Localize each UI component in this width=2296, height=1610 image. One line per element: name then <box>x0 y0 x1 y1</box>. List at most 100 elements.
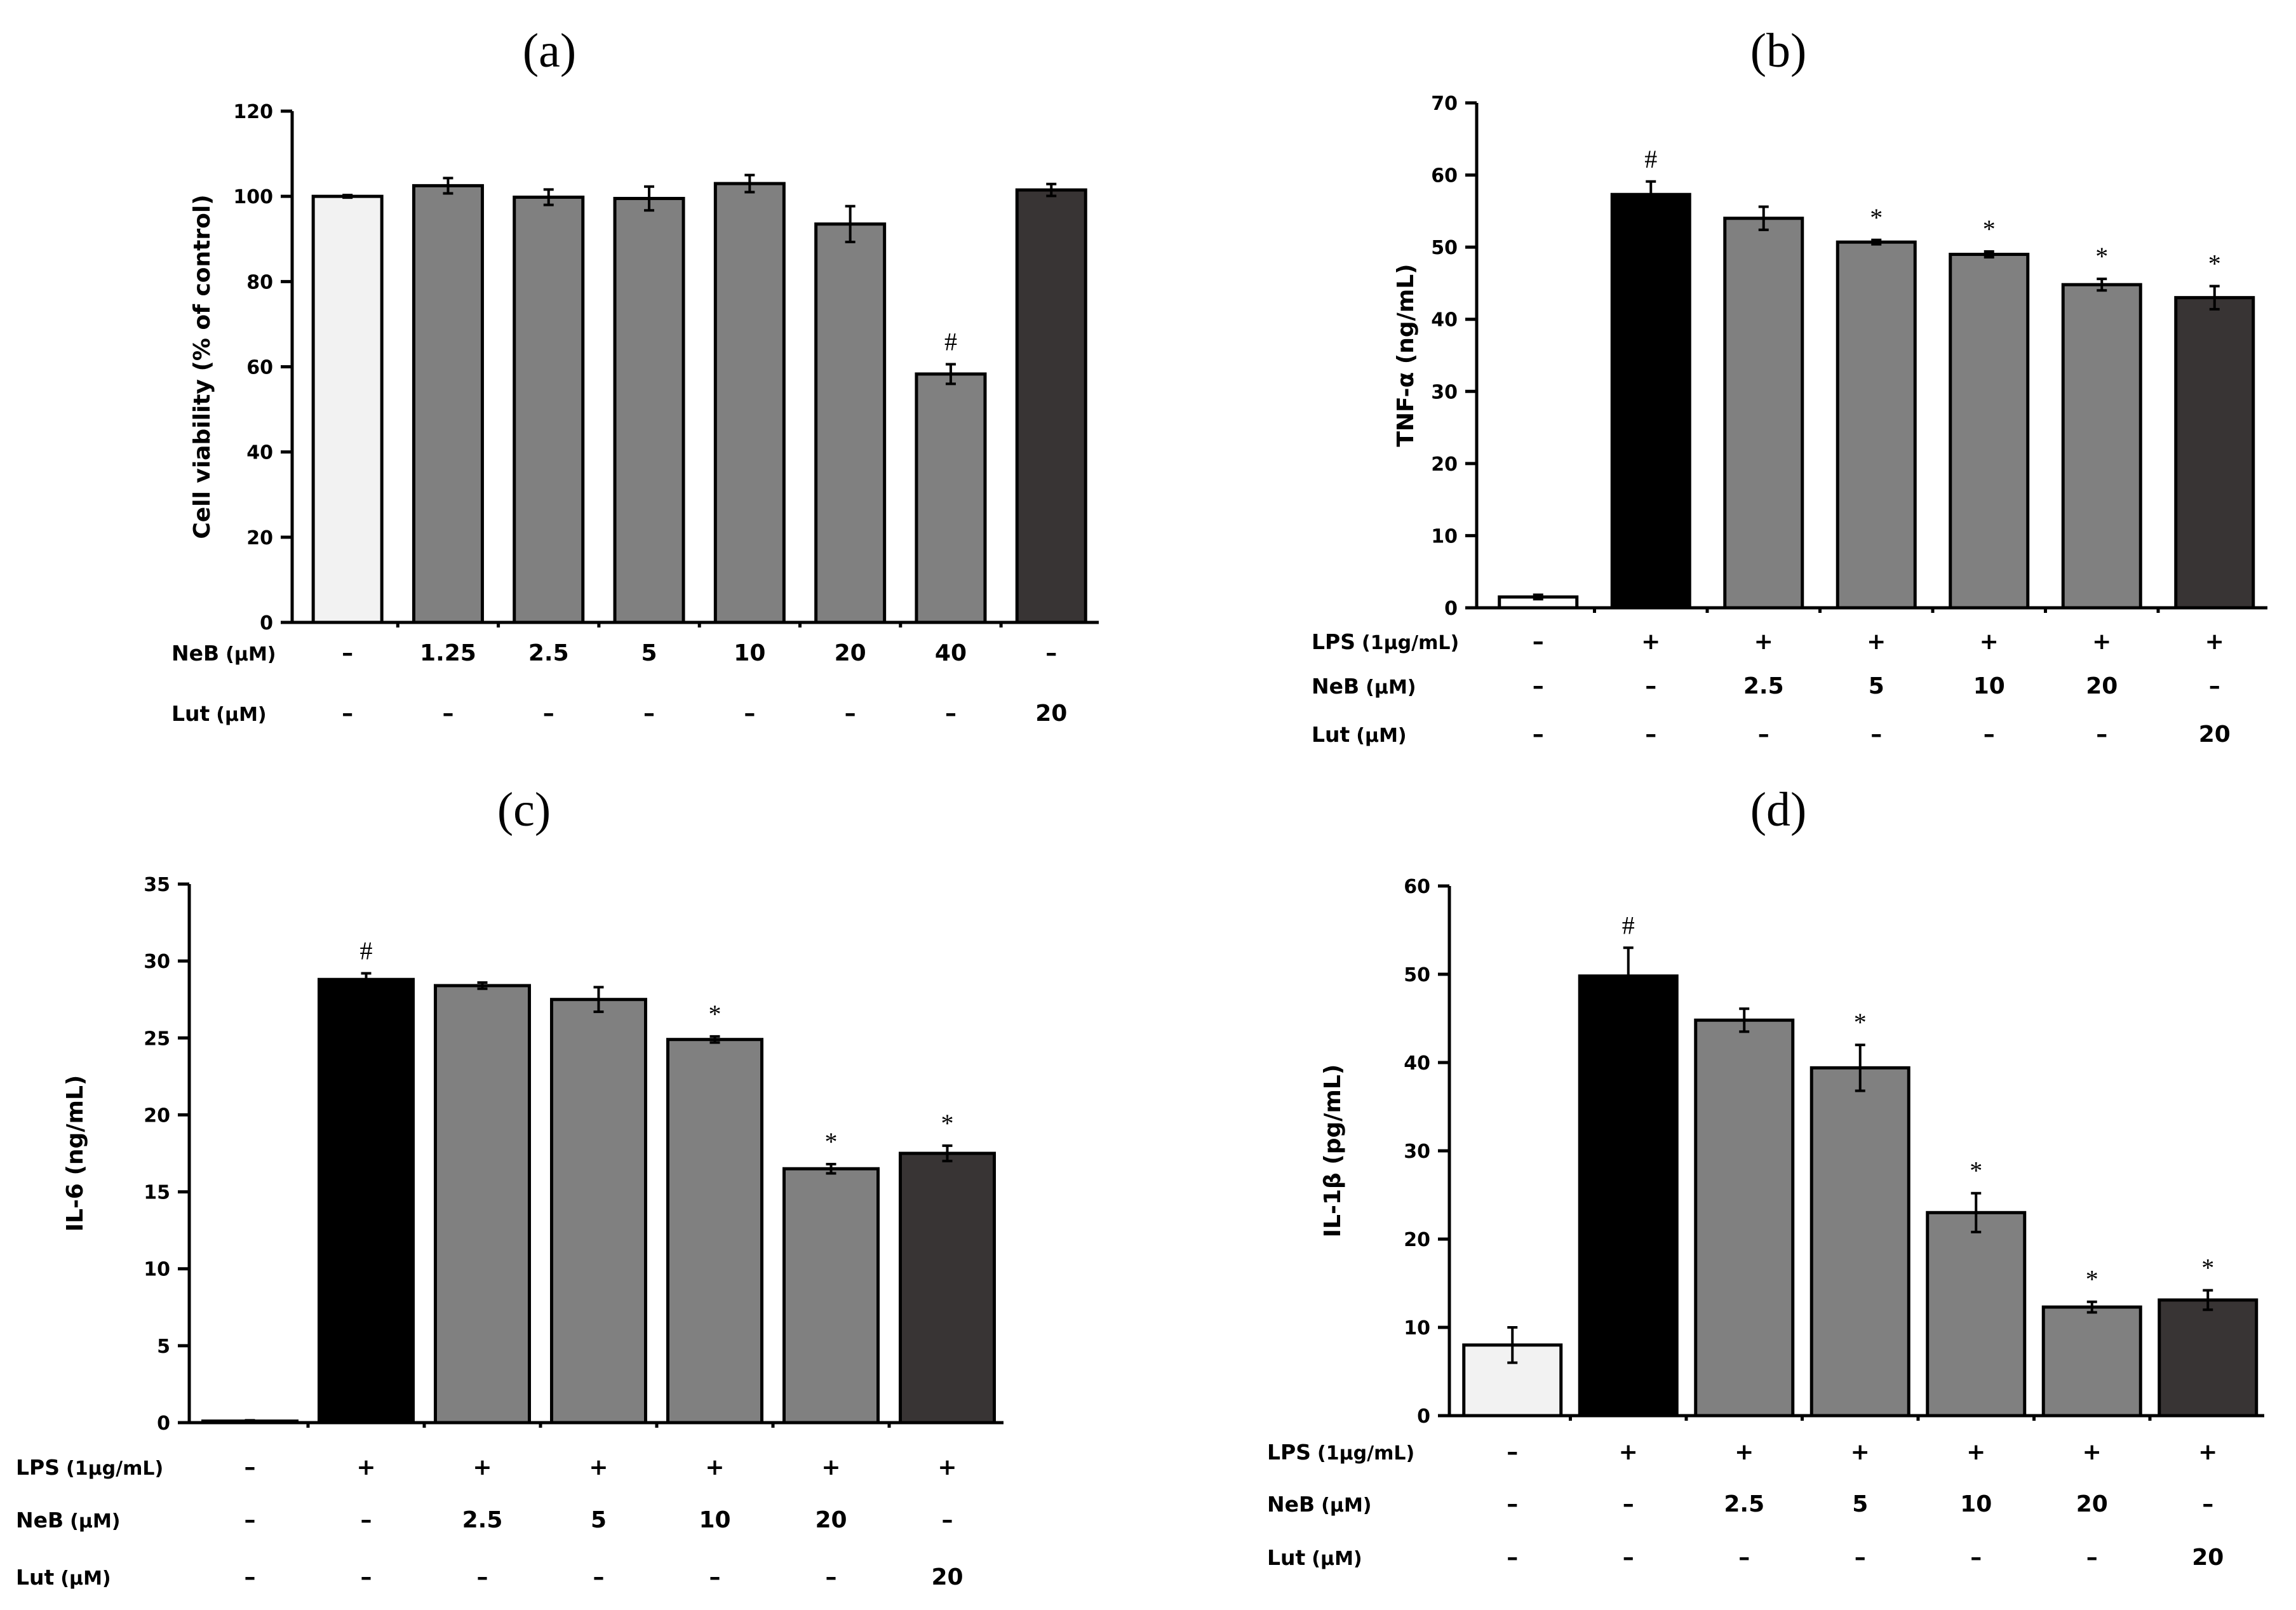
condition-value: 20 <box>835 640 866 666</box>
condition-value: + <box>589 1454 608 1480</box>
y-axis-label: Cell viability (% of control) <box>189 194 215 539</box>
condition-row-unit: (1μg/mL) <box>66 1458 163 1480</box>
condition-value: + <box>473 1454 492 1480</box>
y-tick-label: 70 <box>1431 93 1458 115</box>
y-tick-label: 30 <box>144 951 170 973</box>
condition-value: – <box>2202 1491 2213 1517</box>
condition-value: – <box>593 1564 605 1590</box>
chart-panel-c: (c) 0 5 10 15 20 25 30 35 # * * * IL-6 (ng/mL) LPS (1μg… <box>16 783 1004 1590</box>
significance-mark: * <box>1854 1008 1867 1036</box>
bar <box>1578 974 1679 1418</box>
condition-row-unit: (μM) <box>1321 1494 1371 1517</box>
y-tick-label: 0 <box>1444 598 1458 620</box>
condition-row-unit: (1μg/mL) <box>1317 1442 1414 1465</box>
bar <box>1809 1066 1910 1418</box>
y-tick-label: 50 <box>1431 237 1458 259</box>
y-tick-label: 100 <box>233 186 273 208</box>
condition-row-name: NeB <box>1312 674 1359 699</box>
condition-row-name: Lut <box>1312 722 1350 747</box>
condition-value: 20 <box>1035 701 1067 727</box>
y-tick-label: 80 <box>246 271 273 293</box>
condition-value: 10 <box>1960 1491 1992 1517</box>
significance-mark: * <box>1870 203 1883 232</box>
condition-row-name: LPS <box>1267 1440 1311 1465</box>
condition-value: 20 <box>2199 721 2231 748</box>
condition-value: – <box>245 1564 256 1590</box>
condition-row-name: NeB <box>1267 1492 1315 1517</box>
bar <box>1610 192 1691 610</box>
condition-value: – <box>1645 673 1656 699</box>
bar <box>434 984 531 1425</box>
condition-row-unit: (1μg/mL) <box>1362 632 1459 654</box>
condition-value: 10 <box>699 1507 730 1533</box>
bar <box>1015 188 1087 624</box>
condition-value: + <box>2198 1439 2217 1465</box>
condition-row-name: NeB <box>171 641 219 666</box>
condition-value: 1.25 <box>420 640 476 666</box>
condition-value: + <box>1867 629 1886 655</box>
condition-value: 5 <box>591 1507 607 1533</box>
bar <box>899 1151 996 1425</box>
condition-value: – <box>342 701 353 727</box>
panel-label: (b) <box>1750 24 1807 77</box>
condition-value: – <box>643 701 655 727</box>
condition-value: – <box>2086 1545 2098 1571</box>
condition-value: – <box>826 1564 837 1590</box>
condition-value: – <box>2209 673 2220 699</box>
condition-row-unit: (μM) <box>1312 1548 1362 1570</box>
condition-value: 5 <box>1852 1491 1868 1517</box>
condition-value: 20 <box>2192 1545 2224 1571</box>
bar <box>915 372 987 624</box>
condition-row-unit: (μM) <box>1356 725 1406 747</box>
y-tick-label: 40 <box>1404 1052 1430 1075</box>
bar <box>2041 1305 2142 1418</box>
condition-value: 2.5 <box>1724 1491 1764 1517</box>
bar <box>550 998 647 1425</box>
condition-value: + <box>1980 629 1999 655</box>
significance-mark: * <box>941 1109 954 1137</box>
y-tick-label: 20 <box>144 1104 170 1127</box>
significance-mark: # <box>1644 145 1657 173</box>
y-tick-label: 0 <box>1417 1405 1430 1428</box>
y-tick-label: 20 <box>1431 453 1458 476</box>
condition-value: – <box>744 701 755 727</box>
significance-mark: * <box>1983 215 1996 243</box>
condition-value: – <box>245 1507 256 1533</box>
condition-value: – <box>1045 640 1057 666</box>
condition-value: 2.5 <box>528 640 569 666</box>
y-tick-label: 10 <box>144 1259 170 1281</box>
condition-value: 5 <box>641 640 657 666</box>
bar <box>311 194 384 624</box>
bar <box>2158 1298 2259 1418</box>
bar <box>613 197 685 624</box>
panel-label: (d) <box>1750 783 1807 836</box>
significance-mark: # <box>944 327 957 356</box>
bar <box>2174 296 2255 610</box>
condition-value: + <box>1619 1439 1638 1465</box>
condition-value: – <box>1870 721 1882 748</box>
significance-mark: * <box>825 1127 838 1156</box>
condition-value: – <box>1507 1439 1518 1465</box>
chart-panel-d: (d) 0 10 20 30 40 50 60 # * * * * IL-1β (pg/mL) LPS (1μ… <box>1267 783 2264 1571</box>
significance-mark: * <box>2201 1254 2214 1282</box>
condition-value: – <box>942 1507 953 1533</box>
condition-value: 2.5 <box>1743 673 1784 699</box>
condition-value: – <box>845 701 856 727</box>
y-tick-label: 30 <box>1404 1141 1430 1163</box>
condition-row-unit: (μM) <box>1366 676 1416 699</box>
condition-value: + <box>821 1454 840 1480</box>
condition-value: – <box>945 701 957 727</box>
condition-value: + <box>2205 629 2224 655</box>
condition-value: + <box>705 1454 724 1480</box>
condition-value: – <box>342 640 353 666</box>
condition-value: – <box>245 1454 256 1480</box>
condition-value: + <box>1754 629 1773 655</box>
condition-value: + <box>1966 1439 1985 1465</box>
y-axis-label: TNF-α (ng/mL) <box>1393 264 1419 446</box>
condition-value: – <box>1533 673 1544 699</box>
bar <box>713 182 786 624</box>
condition-value: + <box>2083 1439 2102 1465</box>
y-tick-label: 0 <box>157 1412 170 1435</box>
condition-row-name: LPS <box>1312 629 1355 654</box>
